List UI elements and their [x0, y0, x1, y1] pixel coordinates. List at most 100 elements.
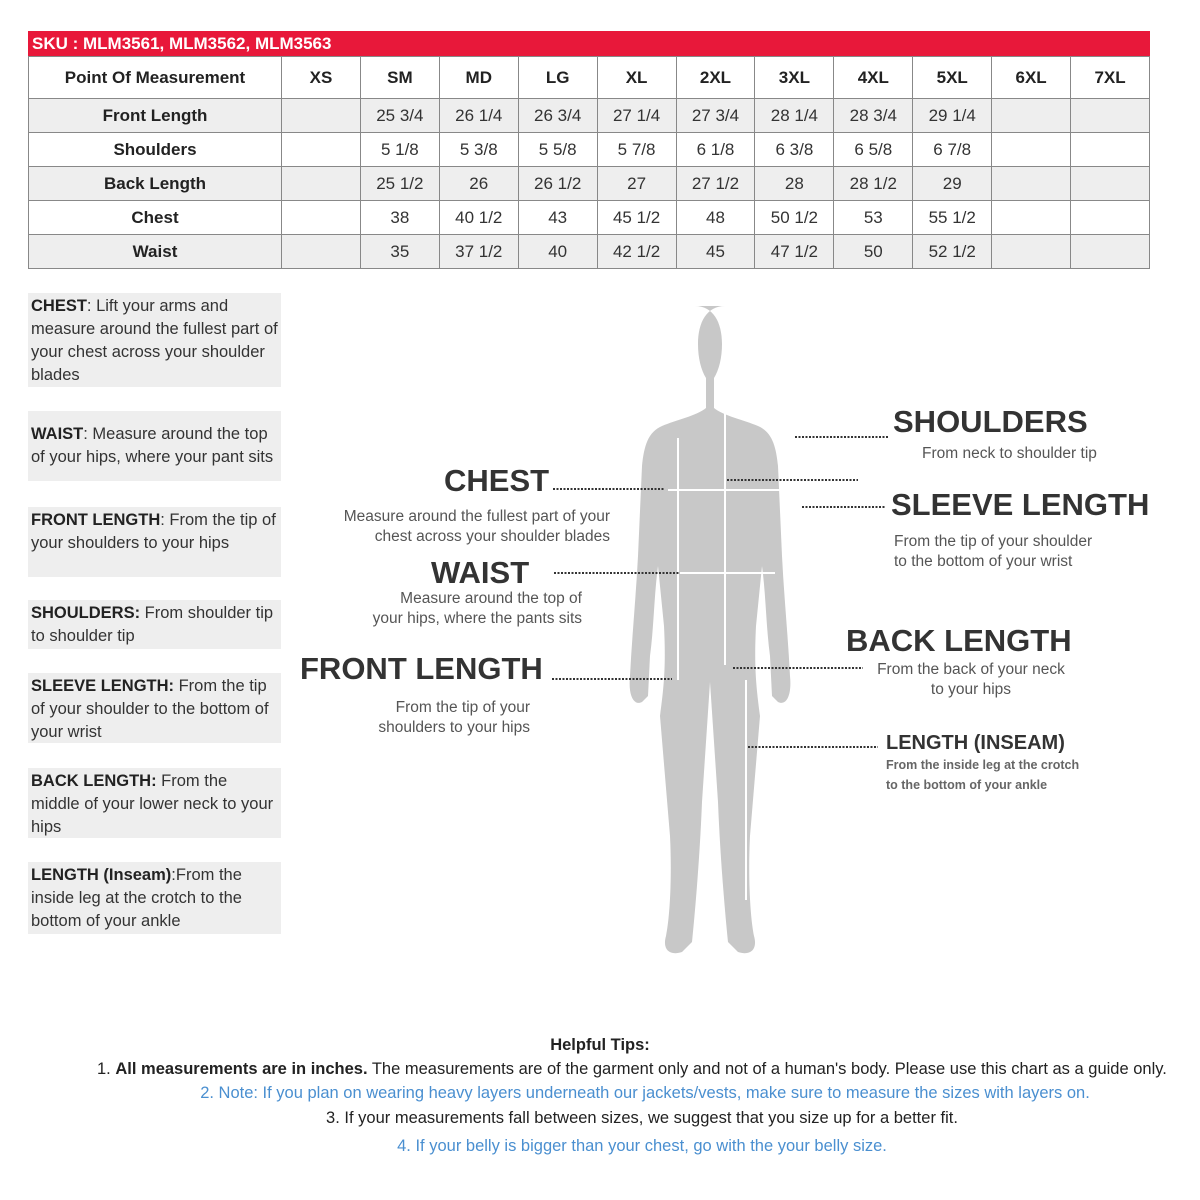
tip-4: 4. If your belly is bigger than your che… [397, 1137, 887, 1155]
column-header: 6XL [991, 56, 1072, 99]
row-label: Front Length [28, 98, 282, 133]
front-length-label: FRONT LENGTH [300, 651, 543, 686]
table-cell: 26 1/2 [517, 166, 598, 201]
column-header: LG [517, 56, 598, 99]
table-cell: 45 [675, 234, 756, 269]
table-cell [1070, 200, 1150, 235]
table-row: Back Length 25 1/2 26 26 1/2 27 27 1/2 28 28 1/… [28, 166, 1150, 201]
table-cell [1070, 132, 1150, 167]
column-header: 5XL [912, 56, 993, 99]
table-cell: 5 7/8 [596, 132, 677, 167]
table-cell [1070, 98, 1150, 133]
guide-term: SLEEVE LENGTH: [31, 677, 175, 695]
table-cell: 28 [754, 166, 835, 201]
table-cell [281, 234, 361, 269]
guide-term: SHOULDERS: [31, 604, 141, 622]
shoulders-label: SHOULDERS [893, 404, 1088, 439]
column-header: 3XL [754, 56, 835, 99]
guide-text: From shoulder tip to shoulder tip [31, 604, 274, 645]
guide-length-inseam: LENGTH (Inseam):From the inside leg at t… [28, 862, 281, 934]
guide-text: :From the inside leg at the crotch to th… [31, 866, 242, 930]
guide-text: : Lift your arms and measure around the … [31, 297, 278, 384]
table-row: Shoulders 5 1/8 5 3/8 5 5/8 5 7/8 6 1/8 6 3/8 6… [28, 132, 1150, 167]
column-header: 2XL [675, 56, 756, 99]
tips-title: Helpful Tips: [550, 1036, 650, 1054]
table-cell: 6 3/8 [754, 132, 835, 167]
table-cell [991, 166, 1072, 201]
table-cell: 6 5/8 [833, 132, 914, 167]
table-cell [281, 166, 361, 201]
table-cell: 27 [596, 166, 677, 201]
table-cell: 45 1/2 [596, 200, 677, 235]
column-header: XL [596, 56, 677, 99]
guide-waist: WAIST: Measure around the top of your hi… [28, 411, 281, 481]
table-cell [281, 132, 361, 167]
table-cell: 47 1/2 [754, 234, 835, 269]
inseam-label: LENGTH (INSEAM) [886, 732, 1065, 754]
table-cell: 5 5/8 [517, 132, 598, 167]
tip-3: 3. If your measurements fall between siz… [326, 1109, 958, 1127]
column-header: SM [359, 56, 440, 99]
shoulders-desc: From neck to shoulder tip [922, 445, 1097, 462]
tip-1: 1. All measurements are in inches. The m… [97, 1060, 1167, 1078]
table-cell: 52 1/2 [912, 234, 993, 269]
waist-desc: Measure around the top of your hips, wher… [372, 590, 582, 627]
table-cell: 28 1/2 [833, 166, 914, 201]
table-cell: 28 3/4 [833, 98, 914, 133]
guide-front-length: FRONT LENGTH: From the tip of your shoul… [28, 507, 281, 577]
sleeve-length-label: SLEEVE LENGTH [891, 487, 1150, 522]
body-silhouette [629, 306, 791, 954]
guide-text: From the tip of your shoulder to the bot… [31, 677, 269, 741]
guide-text: : From the tip of your shoulders to your… [31, 511, 276, 552]
table-cell [281, 200, 361, 235]
back-length-desc: From the back of your neck to your hips [877, 661, 1065, 698]
size-table: Point Of Measurement XS SM MD LG XL 2XL 3XL 4XL 5… [28, 56, 1150, 269]
table-cell: 6 1/8 [675, 132, 756, 167]
chest-desc: Measure around the fullest part of your c… [343, 508, 610, 545]
table-cell: 38 [359, 200, 440, 235]
guide-text: From the middle of your lower neck to yo… [31, 772, 274, 836]
column-header: MD [438, 56, 519, 99]
guide-term: LENGTH (Inseam) [31, 866, 172, 884]
table-cell: 40 [517, 234, 598, 269]
table-cell: 37 1/2 [438, 234, 519, 269]
table-cell: 50 1/2 [754, 200, 835, 235]
inseam-desc: From the inside leg at the crotch to the … [886, 758, 1080, 792]
table-cell: 48 [675, 200, 756, 235]
row-label: Back Length [28, 166, 282, 201]
table-cell: 42 1/2 [596, 234, 677, 269]
column-header: 4XL [833, 56, 914, 99]
table-cell: 27 1/4 [596, 98, 677, 133]
column-header: Point Of Measurement [28, 56, 282, 99]
row-label: Chest [28, 200, 282, 235]
table-cell: 25 1/2 [359, 166, 440, 201]
row-label: Waist [28, 234, 282, 269]
guide-sleeve-length: SLEEVE LENGTH: From the tip of your shou… [28, 673, 281, 743]
table-cell: 5 1/8 [359, 132, 440, 167]
guide-back-length: BACK LENGTH: From the middle of your low… [28, 768, 281, 838]
guide-term: WAIST [31, 425, 84, 443]
guide-term: BACK LENGTH: [31, 772, 157, 790]
guide-text: : Measure around the top of your hips, w… [31, 425, 274, 466]
waist-label: WAIST [431, 555, 530, 590]
table-cell [281, 98, 361, 133]
table-row: Waist 35 37 1/2 40 42 1/2 45 47 1/2 50 52 1/2 [28, 234, 1150, 269]
table-cell: 35 [359, 234, 440, 269]
table-cell: 50 [833, 234, 914, 269]
sku-header: SKU : MLM3561, MLM3562, MLM3563 [28, 31, 1150, 56]
back-length-label: BACK LENGTH [846, 623, 1072, 658]
guide-chest: CHEST: Lift your arms and measure around… [28, 293, 281, 387]
table-cell [1070, 234, 1150, 269]
table-cell: 26 [438, 166, 519, 201]
row-label: Shoulders [28, 132, 282, 167]
table-cell [991, 234, 1072, 269]
guide-shoulders: SHOULDERS: From shoulder tip to shoulder… [28, 600, 281, 649]
column-header: 7XL [1070, 56, 1150, 99]
front-length-desc: From the tip of your shoulders to your hi… [378, 699, 530, 736]
table-cell: 26 3/4 [517, 98, 598, 133]
table-cell: 27 1/2 [675, 166, 756, 201]
guide-term: FRONT LENGTH [31, 511, 161, 529]
table-cell: 43 [517, 200, 598, 235]
table-row: Chest 38 40 1/2 43 45 1/2 48 50 1/2 53 55 1/2 [28, 200, 1150, 235]
